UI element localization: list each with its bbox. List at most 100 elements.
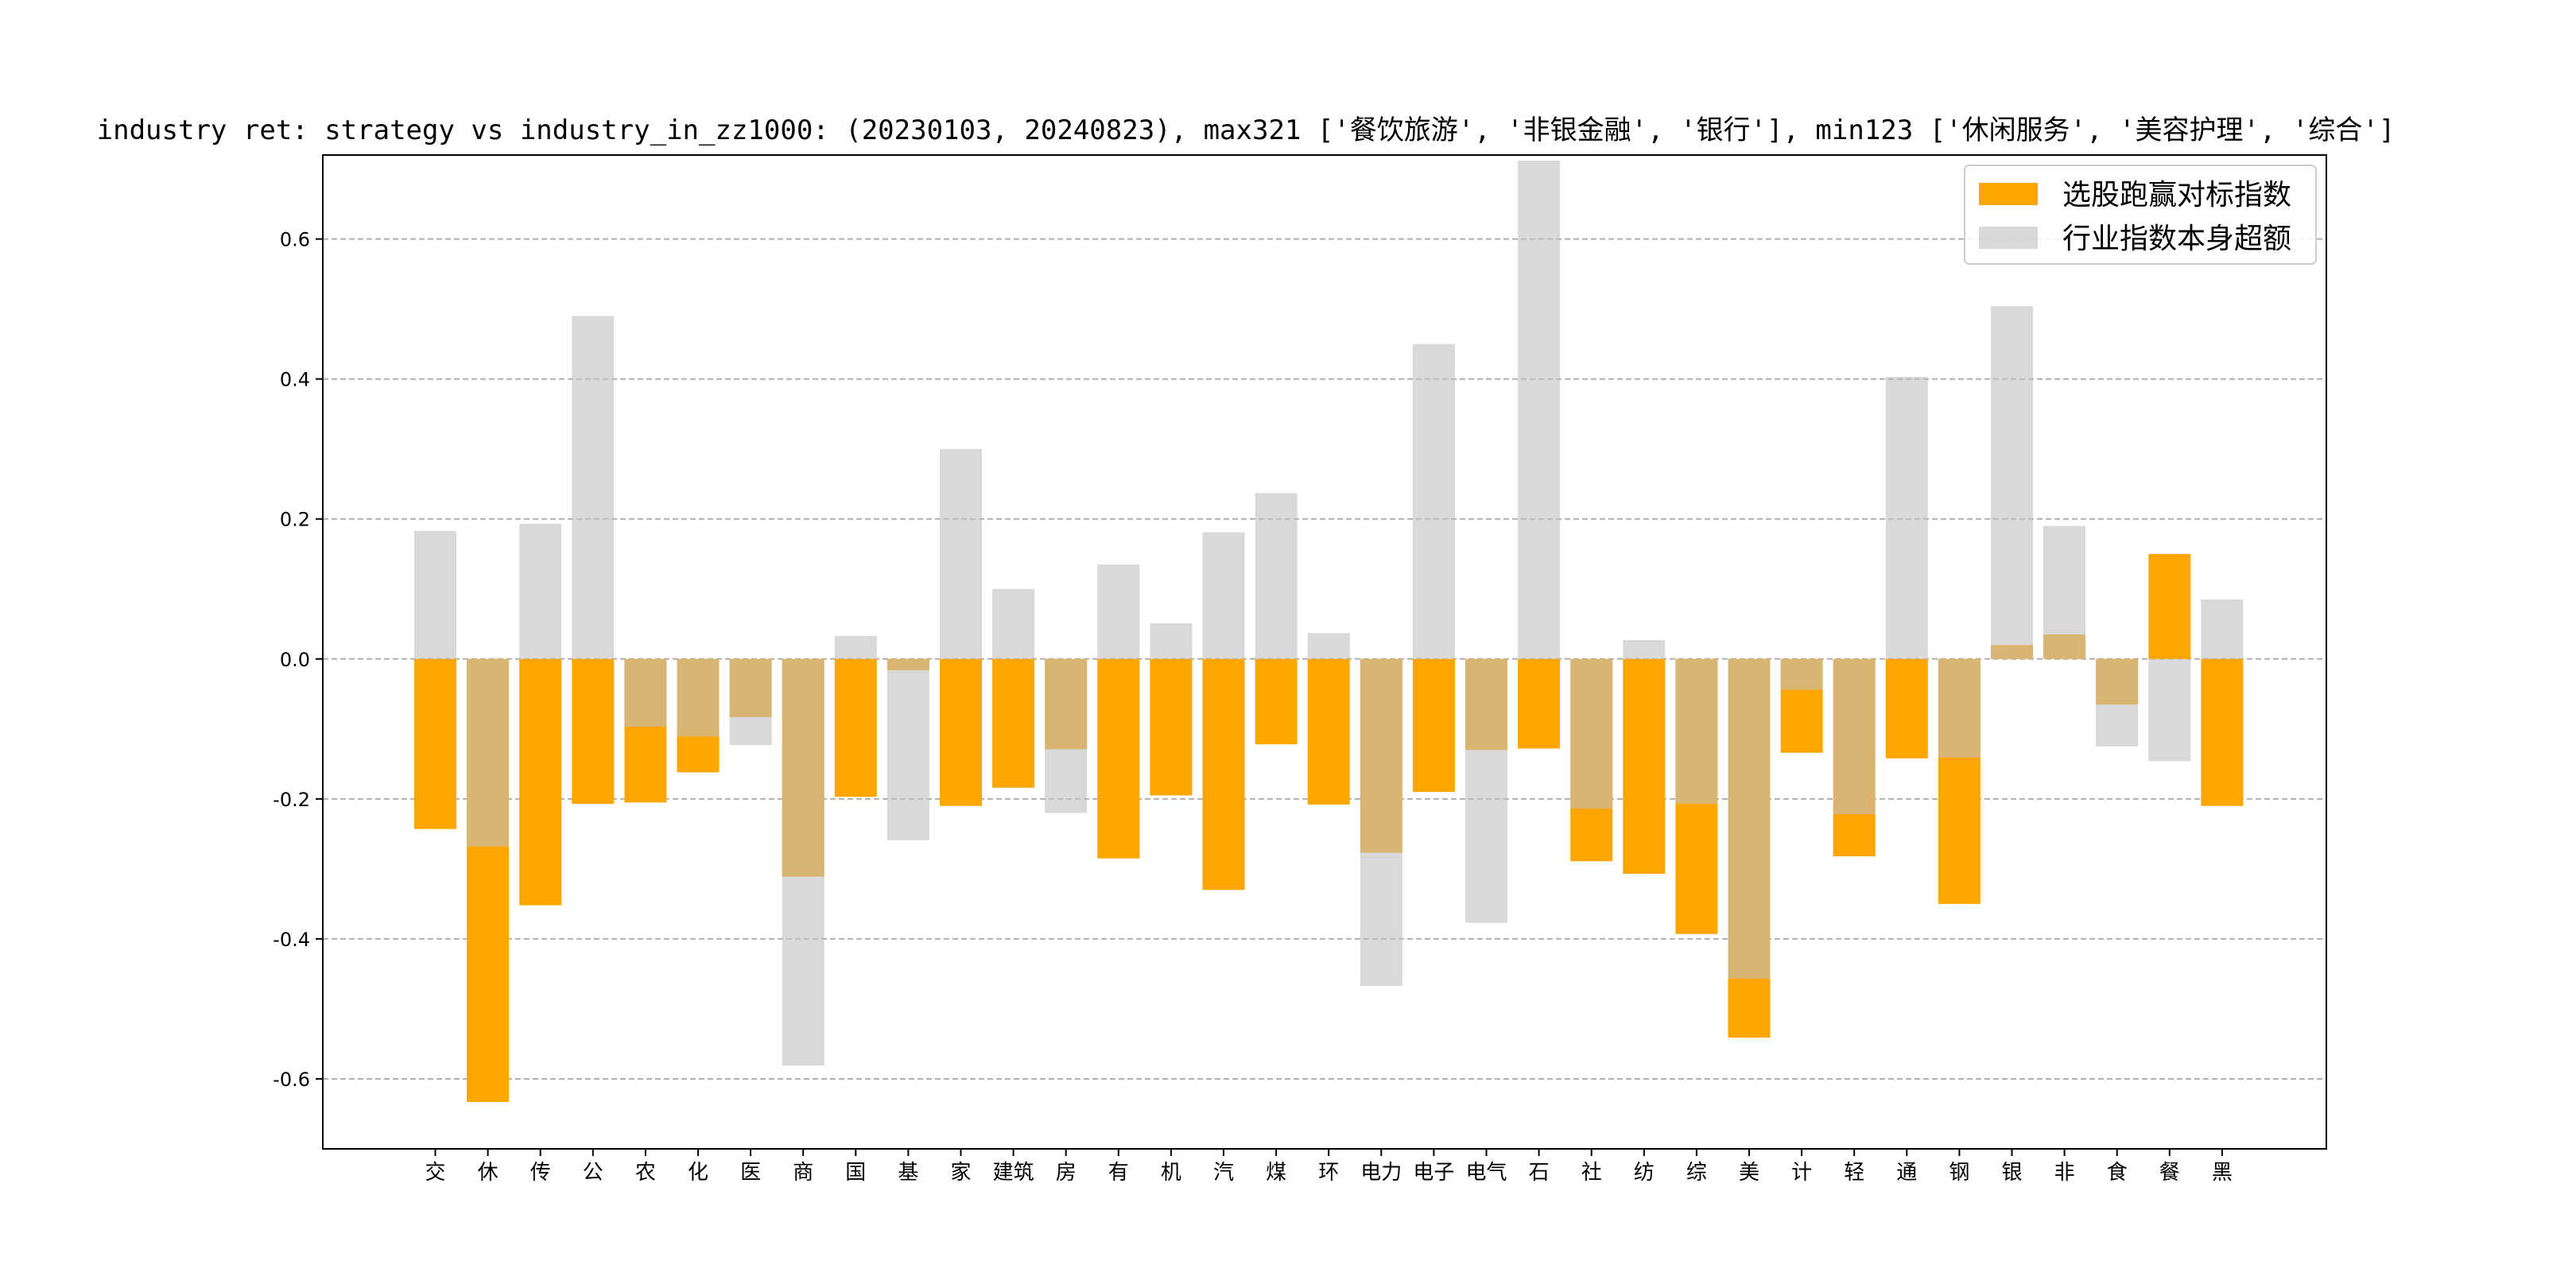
bar-strategy xyxy=(2148,553,2191,659)
bar-industry xyxy=(992,588,1035,659)
bar-industry xyxy=(1885,377,1928,659)
bar-strategy xyxy=(1150,658,1193,796)
y-tick-label: 0.6 xyxy=(280,229,310,251)
x-tick-label: 交 xyxy=(425,1161,445,1185)
bar-industry xyxy=(1045,658,1088,813)
legend: 选股跑赢对标指数 行业指数本身超额 xyxy=(1964,165,2317,265)
bar-strategy xyxy=(1097,658,1140,859)
bar-strategy xyxy=(1518,658,1561,749)
legend-box xyxy=(1964,165,2317,265)
bar-strategy xyxy=(992,658,1035,788)
x-tick-label: 休 xyxy=(478,1161,499,1185)
x-tick-label: 建筑 xyxy=(993,1161,1034,1185)
x-tick-label: 纺 xyxy=(1634,1161,1655,1185)
bar-industry xyxy=(886,658,929,840)
y-axis-ticks: -0.6 -0.4 -0.2 0.0 0.2 0.4 0.6 xyxy=(273,229,323,1091)
x-tick-label: 环 xyxy=(1318,1161,1339,1185)
x-tick-label: 综 xyxy=(1686,1161,1707,1185)
bar-industry xyxy=(414,530,456,659)
bar-strategy xyxy=(1307,658,1350,805)
bar-industry xyxy=(467,658,510,847)
bars xyxy=(414,161,2244,1103)
bar-industry xyxy=(1202,532,1245,659)
bar-strategy xyxy=(1885,658,1928,758)
x-tick-label: 非 xyxy=(2054,1161,2075,1185)
bar-strategy xyxy=(2201,658,2244,806)
bar-strategy xyxy=(519,658,562,906)
bar-strategy xyxy=(1255,658,1298,745)
x-tick-label: 国 xyxy=(845,1161,866,1185)
x-tick-label: 煤 xyxy=(1266,1161,1286,1185)
x-tick-label: 美 xyxy=(1739,1161,1759,1185)
x-tick-label: 房 xyxy=(1056,1161,1077,1185)
y-tick-label: 0.0 xyxy=(280,649,310,671)
x-tick-label: 计 xyxy=(1791,1161,1812,1185)
bar-industry xyxy=(1623,640,1666,659)
bar-strategy xyxy=(414,658,456,829)
bar-strategy xyxy=(1623,658,1666,875)
x-tick-label: 社 xyxy=(1581,1161,1602,1185)
bar-industry xyxy=(1465,658,1507,923)
x-tick-label: 基 xyxy=(898,1161,918,1185)
x-tick-label: 汽 xyxy=(1213,1161,1234,1185)
bar-industry xyxy=(1728,658,1771,980)
bar-industry xyxy=(782,658,824,1066)
bar-industry xyxy=(519,523,562,659)
x-tick-label: 商 xyxy=(793,1161,813,1185)
y-tick-label: 0.2 xyxy=(280,509,310,531)
legend-swatch-industry xyxy=(1979,227,2038,249)
plot-frame xyxy=(322,154,2327,1150)
x-tick-label: 家 xyxy=(950,1161,971,1185)
x-tick-label: 公 xyxy=(583,1161,603,1185)
bar-strategy xyxy=(940,658,982,806)
x-tick-label: 化 xyxy=(688,1161,708,1185)
bar-industry xyxy=(1780,658,1823,690)
bar-industry xyxy=(1570,658,1613,809)
bar-strategy xyxy=(834,658,877,797)
bar-industry xyxy=(2096,658,2139,747)
bar-industry xyxy=(677,658,720,737)
x-tick-label: 农 xyxy=(635,1161,656,1185)
x-tick-label: 机 xyxy=(1161,1161,1181,1185)
bar-industry xyxy=(572,316,615,659)
bar-industry xyxy=(940,448,982,659)
bar-strategy xyxy=(1412,658,1455,793)
x-axis-ticks: 交 休 传 公 农 化 医 商 国 基 家建筑房 有 机 汽 煤 环电力 电子 电气石 社 纺 综 美 计 轻 通 钢 银 非 食 餐 黑 xyxy=(425,1149,2233,1185)
bar-industry xyxy=(2201,599,2244,659)
bar-industry xyxy=(1097,564,1140,659)
bar-industry xyxy=(1412,343,1455,659)
x-tick-label: 传 xyxy=(530,1161,551,1185)
bar-strategy xyxy=(1202,658,1245,890)
x-tick-label: 石 xyxy=(1529,1161,1550,1185)
y-tick-label: 0.4 xyxy=(280,369,310,391)
bar-industry xyxy=(624,658,667,727)
x-tick-label: 轻 xyxy=(1844,1161,1864,1185)
x-tick-label: 通 xyxy=(1896,1161,1917,1185)
legend-label-strategy: 选股跑赢对标指数 xyxy=(2062,179,2291,211)
bar-industry xyxy=(1255,493,1298,659)
bar-industry xyxy=(1938,658,1980,758)
legend-swatch-strategy xyxy=(1979,183,2038,205)
x-tick-label: 食 xyxy=(2107,1161,2128,1185)
bar-industry xyxy=(1150,623,1193,659)
x-tick-label: 电子 xyxy=(1413,1161,1454,1185)
y-tick-label: -0.2 xyxy=(273,789,310,811)
bar-industry xyxy=(1675,658,1718,805)
x-tick-label: 有 xyxy=(1108,1161,1129,1185)
y-tick-label: -0.4 xyxy=(273,929,310,951)
x-tick-label: 餐 xyxy=(2159,1161,2180,1185)
bar-industry xyxy=(1360,658,1402,986)
x-tick-label: 银 xyxy=(2001,1161,2022,1185)
x-tick-label: 黑 xyxy=(2212,1161,2233,1185)
x-tick-label: 医 xyxy=(740,1161,761,1185)
bar-industry xyxy=(729,658,772,746)
bar-industry xyxy=(834,635,877,659)
bar-industry xyxy=(1833,658,1876,815)
y-tick-label: -0.6 xyxy=(273,1069,310,1091)
bar-industry xyxy=(2043,526,2086,659)
bar-industry xyxy=(1991,306,2033,659)
bar-industry xyxy=(1518,161,1561,659)
bar-strategy xyxy=(572,658,615,805)
legend-label-industry: 行业指数本身超额 xyxy=(2062,223,2291,255)
